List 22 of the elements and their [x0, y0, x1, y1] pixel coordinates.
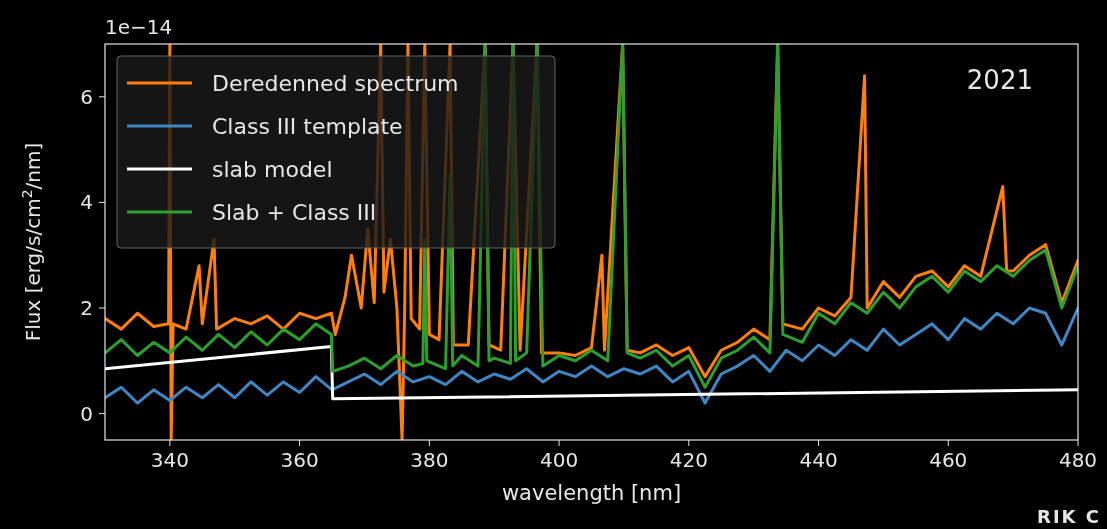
legend-label: Slab + Class III	[212, 199, 377, 225]
x-tick-label: 340	[150, 448, 189, 472]
x-tick-label: 440	[799, 448, 838, 472]
x-tick-label: 360	[280, 448, 319, 472]
x-tick-label: 420	[669, 448, 708, 472]
legend-label: Class III template	[212, 113, 403, 139]
legend-label: Deredenned spectrum	[212, 70, 459, 96]
x-tick-label: 400	[539, 448, 579, 472]
x-tick-label: 380	[410, 448, 449, 472]
y-tick-label: 6	[80, 84, 93, 109]
text: RIK C	[1037, 506, 1101, 527]
y-tick-label: 2	[80, 296, 93, 320]
x-axis-title: wavelength [nm]	[501, 481, 682, 505]
legend-label: slab model	[212, 156, 333, 182]
x-tick-label: 480	[1058, 448, 1098, 472]
line-series	[105, 306, 1078, 405]
y-tick-label: 0	[80, 401, 93, 426]
text: 1e−14	[105, 15, 173, 39]
x-tick-label: 460	[929, 448, 968, 472]
line-series	[105, 345, 1078, 401]
annotation: 2021	[966, 65, 1033, 95]
y-tick-label: 4	[80, 190, 93, 215]
